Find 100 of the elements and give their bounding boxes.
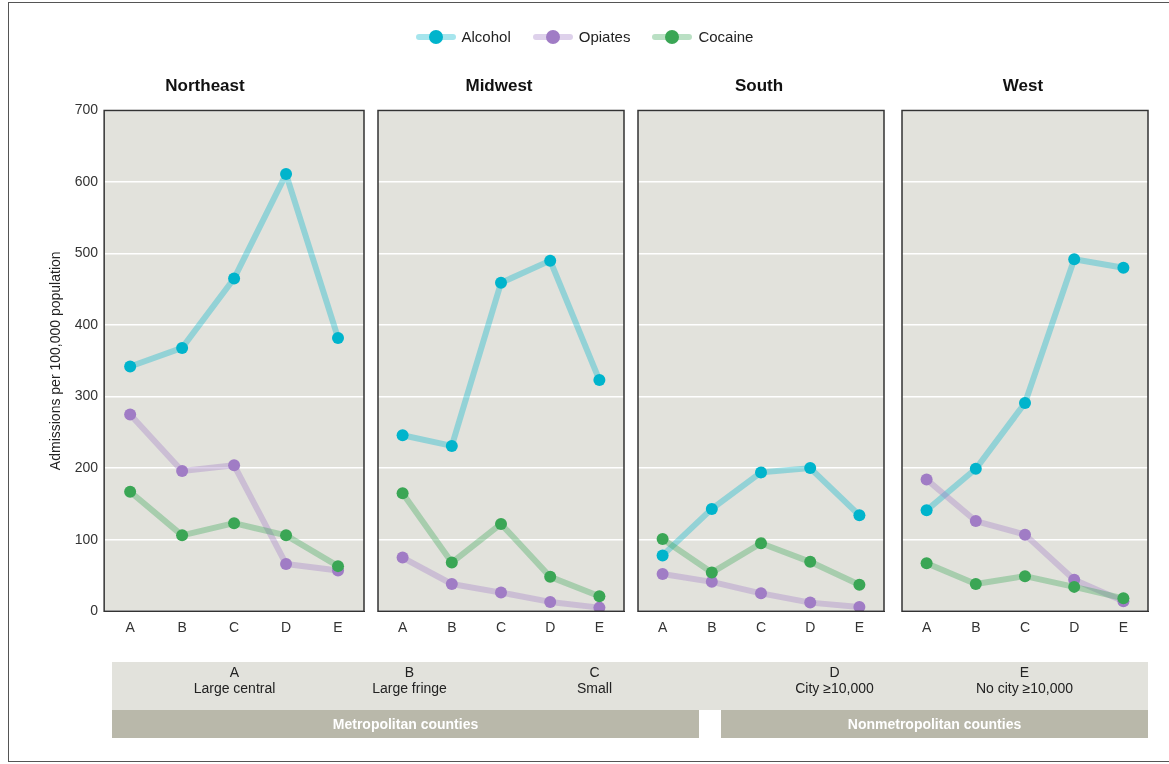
point <box>445 439 458 452</box>
point <box>280 557 293 570</box>
y-tick-label: 200 <box>74 458 99 475</box>
point <box>705 566 718 579</box>
point <box>228 272 241 285</box>
point <box>228 517 241 530</box>
point <box>920 557 933 570</box>
x-tick-label: D <box>1069 619 1080 636</box>
point <box>544 254 557 267</box>
point <box>1019 528 1031 541</box>
point <box>124 408 137 421</box>
x-tick-label: E <box>333 619 343 636</box>
y-tick-label: 400 <box>74 315 99 332</box>
x-tick-label: C <box>755 619 767 636</box>
point <box>332 331 345 344</box>
text: City ≥10,000 <box>794 680 875 696</box>
point <box>969 462 982 475</box>
point <box>705 502 718 515</box>
point <box>755 537 767 550</box>
point <box>755 587 767 600</box>
point <box>176 464 189 477</box>
x-tick-label: B <box>707 619 717 636</box>
point <box>969 515 982 528</box>
point <box>544 595 557 608</box>
text: No city ≥10,000 <box>974 680 1075 696</box>
y-tick-label: 700 <box>74 101 99 118</box>
text: A <box>228 664 241 680</box>
x-tick-label: B <box>971 619 981 636</box>
point <box>853 509 866 522</box>
text: C <box>588 664 601 680</box>
text: Small <box>576 680 613 696</box>
point <box>853 578 866 591</box>
x-tick-label: A <box>657 619 668 636</box>
point <box>544 570 557 583</box>
text: Metropolitan counties <box>112 710 699 738</box>
point <box>280 168 293 181</box>
text: E <box>1018 664 1031 680</box>
x-tick-label: A <box>125 619 136 636</box>
text: B <box>403 664 416 680</box>
point <box>1019 397 1031 410</box>
point <box>969 578 982 591</box>
point <box>656 532 669 545</box>
point <box>495 517 507 530</box>
chart-title: West <box>1002 75 1044 95</box>
x-tick-label: E <box>854 619 865 636</box>
legend-label: Alcohol <box>461 28 511 45</box>
y-tick-label: 100 <box>74 530 99 547</box>
y-tick-label: 500 <box>74 244 99 261</box>
point <box>920 504 933 517</box>
x-tick-label: E <box>1118 619 1129 636</box>
point <box>1117 261 1130 274</box>
legend-label: Cocaine <box>698 28 754 45</box>
x-tick-label: D <box>805 619 816 636</box>
x-tick-label: C <box>1019 619 1031 636</box>
point <box>280 529 293 542</box>
point <box>445 578 458 591</box>
point <box>593 601 606 612</box>
point <box>1019 570 1031 583</box>
point <box>1068 580 1081 593</box>
point <box>495 586 507 599</box>
text: Nonmetropolitan counties <box>721 710 1148 738</box>
point <box>445 556 458 569</box>
point <box>593 590 606 603</box>
chart-title: South <box>734 75 784 95</box>
y-tick-label: 0 <box>90 602 99 619</box>
point <box>396 487 409 500</box>
point <box>755 466 767 479</box>
point <box>920 473 933 486</box>
point <box>396 551 409 564</box>
x-tick-label: E <box>594 619 605 636</box>
point <box>804 596 817 609</box>
point <box>1068 253 1081 266</box>
legend-label: Opiates <box>578 28 631 45</box>
point <box>228 459 241 472</box>
y-axis-title: Admissions per 100,000 population <box>47 251 64 471</box>
point <box>495 276 507 289</box>
point <box>656 549 669 562</box>
y-tick-label: 600 <box>74 172 99 189</box>
x-tick-label: C <box>229 619 240 636</box>
point <box>176 529 189 542</box>
y-tick-label: 300 <box>74 387 99 404</box>
point <box>804 555 817 568</box>
chart-title: Midwest <box>465 75 533 95</box>
x-tick-label: D <box>545 619 556 636</box>
x-tick-label: C <box>495 619 507 636</box>
text: Large fringe <box>371 680 448 696</box>
x-tick-label: B <box>177 619 187 636</box>
point <box>124 485 137 498</box>
text: D <box>828 664 841 680</box>
chart-title: Northeast <box>165 75 246 95</box>
x-tick-label: B <box>447 619 457 636</box>
point <box>332 560 345 573</box>
point <box>593 374 606 387</box>
point <box>853 600 866 612</box>
x-tick-label: A <box>921 619 932 636</box>
point <box>656 568 669 580</box>
text: Large central <box>192 680 277 696</box>
point <box>804 462 817 475</box>
point <box>396 429 409 442</box>
x-tick-label: A <box>397 619 408 636</box>
